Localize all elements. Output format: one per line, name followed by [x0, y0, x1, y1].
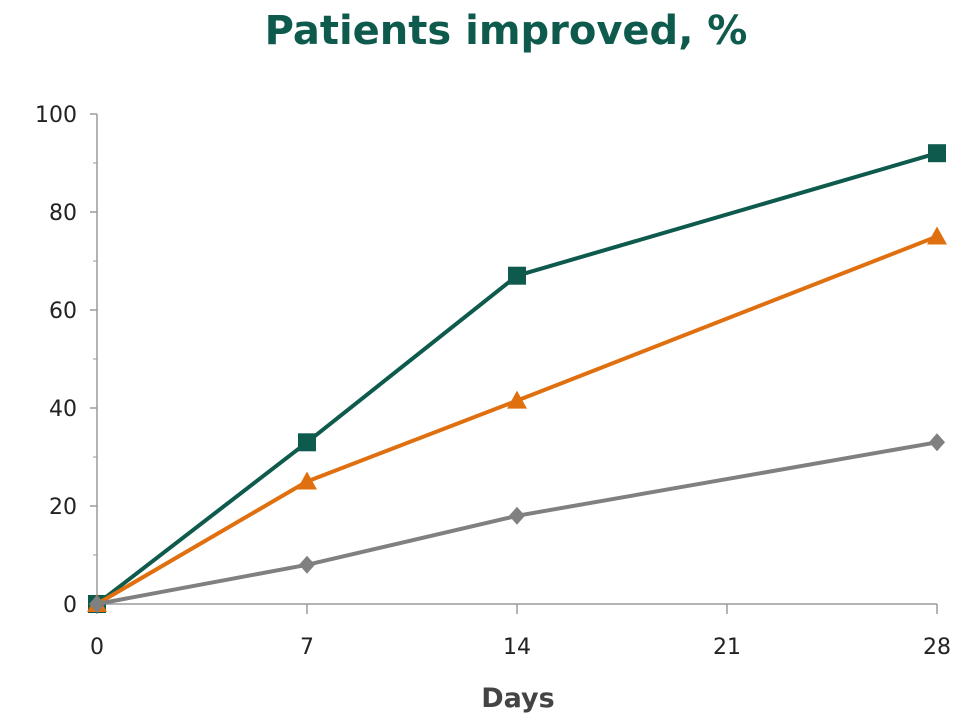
series-line: [95, 234, 938, 606]
series-line: [96, 440, 938, 606]
x-axis-title: Days: [481, 683, 554, 714]
data-point-diamond: [509, 506, 525, 525]
series-layer: [87, 144, 947, 613]
data-point-diamond: [299, 555, 315, 574]
data-point-square: [928, 144, 946, 163]
x-tick-label: 28: [923, 635, 951, 660]
y-tick-label: 20: [49, 495, 77, 520]
series-1: [88, 144, 946, 613]
x-tick-label: 14: [503, 635, 531, 660]
y-tick-label: 60: [49, 299, 77, 324]
data-point-diamond: [89, 595, 105, 613]
y-tick-label: 100: [35, 103, 77, 128]
y-tick-label: 80: [49, 201, 77, 226]
data-point-triangle: [927, 226, 947, 245]
data-point-triangle: [507, 390, 527, 409]
data-point-diamond: [929, 433, 945, 452]
x-tick-label: 7: [300, 635, 314, 660]
series-line: [95, 151, 938, 606]
chart-title: Patients improved, %: [264, 8, 748, 54]
x-tick-label: 0: [90, 635, 104, 660]
data-point-square: [508, 266, 526, 285]
series-2: [87, 226, 947, 612]
x-tick-label: 21: [713, 635, 741, 660]
y-tick-label: 40: [49, 397, 77, 422]
y-tick-label: 0: [63, 593, 77, 618]
series-3: [89, 433, 945, 613]
data-point-square: [298, 433, 316, 452]
axes: 0 20 40 60 80 100 0 7 14 21 28: [35, 103, 951, 660]
data-point-triangle: [297, 471, 317, 490]
